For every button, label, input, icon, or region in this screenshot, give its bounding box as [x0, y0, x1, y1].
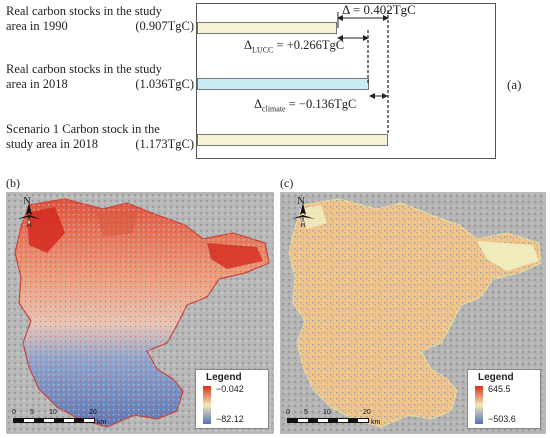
panel-b-scale-5: 5 — [30, 409, 34, 416]
panel-c-scale-unit: km — [371, 419, 381, 426]
bar-2018 — [197, 78, 369, 90]
panel-c-tag: (c) — [280, 176, 294, 190]
row2-line1: Real carbon stocks in the study — [6, 62, 162, 76]
panel-a-arrows — [337, 10, 389, 134]
delta-total-label: Δ = 0.402TgC — [342, 2, 416, 17]
panel-c-map: N Legend 645.5 −503.6 0 5 10 20 km — [280, 192, 546, 434]
panel-c-legend-title: Legend — [478, 372, 514, 383]
row3-label: Scenario 1 Carbon stock in the study are… — [6, 122, 196, 152]
study-area-texture — [289, 199, 541, 427]
row1-label: Real carbon stocks in the study area in … — [6, 4, 196, 34]
delta-lucc-sub: LUCC — [252, 45, 274, 55]
delta-lucc-symbol: Δ — [244, 38, 253, 52]
row2-line2: area in 2018 — [6, 77, 68, 91]
panel-b-legend-max: −0.042 — [216, 384, 244, 394]
panel-b-scalebar: 0 5 10 20 km — [12, 409, 109, 429]
panel-a-tag: (a) — [507, 77, 522, 92]
panel-b-legend-min: −82.12 — [216, 414, 244, 424]
delta-lucc-value: = +0.266TgC — [276, 38, 345, 52]
delta-lucc-label: ΔLUCC = +0.266TgC — [244, 38, 344, 55]
north-arrow-icon — [17, 203, 41, 228]
row3-line1: Scenario 1 Carbon stock in the — [6, 122, 160, 136]
panel-b-scale-20: 20 — [89, 409, 97, 416]
panel-c-north-label: N — [297, 195, 305, 207]
study-area-texture — [15, 199, 269, 427]
panel-b-tag: (b) — [6, 176, 20, 190]
panel-b-legend-ramp — [203, 386, 211, 424]
hotspot-2 — [207, 243, 263, 269]
delta-climate-value: = −0.136TgC — [288, 97, 357, 111]
panel-b-legend-title: Legend — [206, 372, 242, 383]
light-zone-1 — [477, 241, 539, 271]
panel-b-north-label: N — [23, 195, 31, 207]
row3-line2: study area in 2018 — [6, 137, 98, 151]
light-zone-2 — [299, 205, 327, 229]
panel-b-scale-unit: km — [97, 419, 107, 426]
delta-climate-sub: climate — [262, 104, 286, 114]
panel-c-scalebar: 0 5 10 20 km — [286, 409, 383, 429]
delta-climate-symbol: Δ — [254, 97, 263, 111]
hotspot-3 — [97, 211, 137, 237]
panel-b-map: N Legend −0.042 −82.12 0 5 10 20 km — [6, 192, 274, 434]
delta-climate-label: Δclimate = −0.136TgC — [254, 97, 356, 114]
panel-c-map-svg — [281, 193, 545, 433]
panel-b-scale-0: 0 — [12, 409, 16, 416]
hotspot-1 — [27, 207, 65, 253]
panel-c-scale-20: 20 — [363, 409, 371, 416]
panel-c-legend-min: −503.6 — [488, 414, 516, 424]
bar-scenario1 — [197, 134, 388, 146]
row1-value: (0.907TgC) — [135, 19, 194, 33]
panel-c-legend-max: 645.5 — [488, 384, 511, 394]
north-arrow-icon — [291, 203, 315, 228]
panel-a-frame — [196, 3, 496, 159]
panel-b-legend: Legend −0.042 −82.12 — [195, 369, 269, 429]
row1-line2: area in 1990 — [6, 19, 68, 33]
row2-label: Real carbon stocks in the study area in … — [6, 62, 196, 92]
row1-line1: Real carbon stocks in the study — [6, 4, 162, 18]
panel-c-legend-ramp — [475, 386, 483, 424]
panel-b-scale-10: 10 — [49, 409, 57, 416]
panel-c-scale-5: 5 — [304, 409, 308, 416]
row3-value: (1.173TgC) — [135, 137, 194, 151]
bar-1990 — [197, 22, 337, 34]
panel-c-scale-10: 10 — [323, 409, 331, 416]
panel-a: Real carbon stocks in the study area in … — [0, 0, 550, 170]
panel-c-scale-0: 0 — [286, 409, 290, 416]
row2-value: (1.036TgC) — [135, 77, 194, 91]
panel-c-legend: Legend 645.5 −503.6 — [467, 369, 541, 429]
